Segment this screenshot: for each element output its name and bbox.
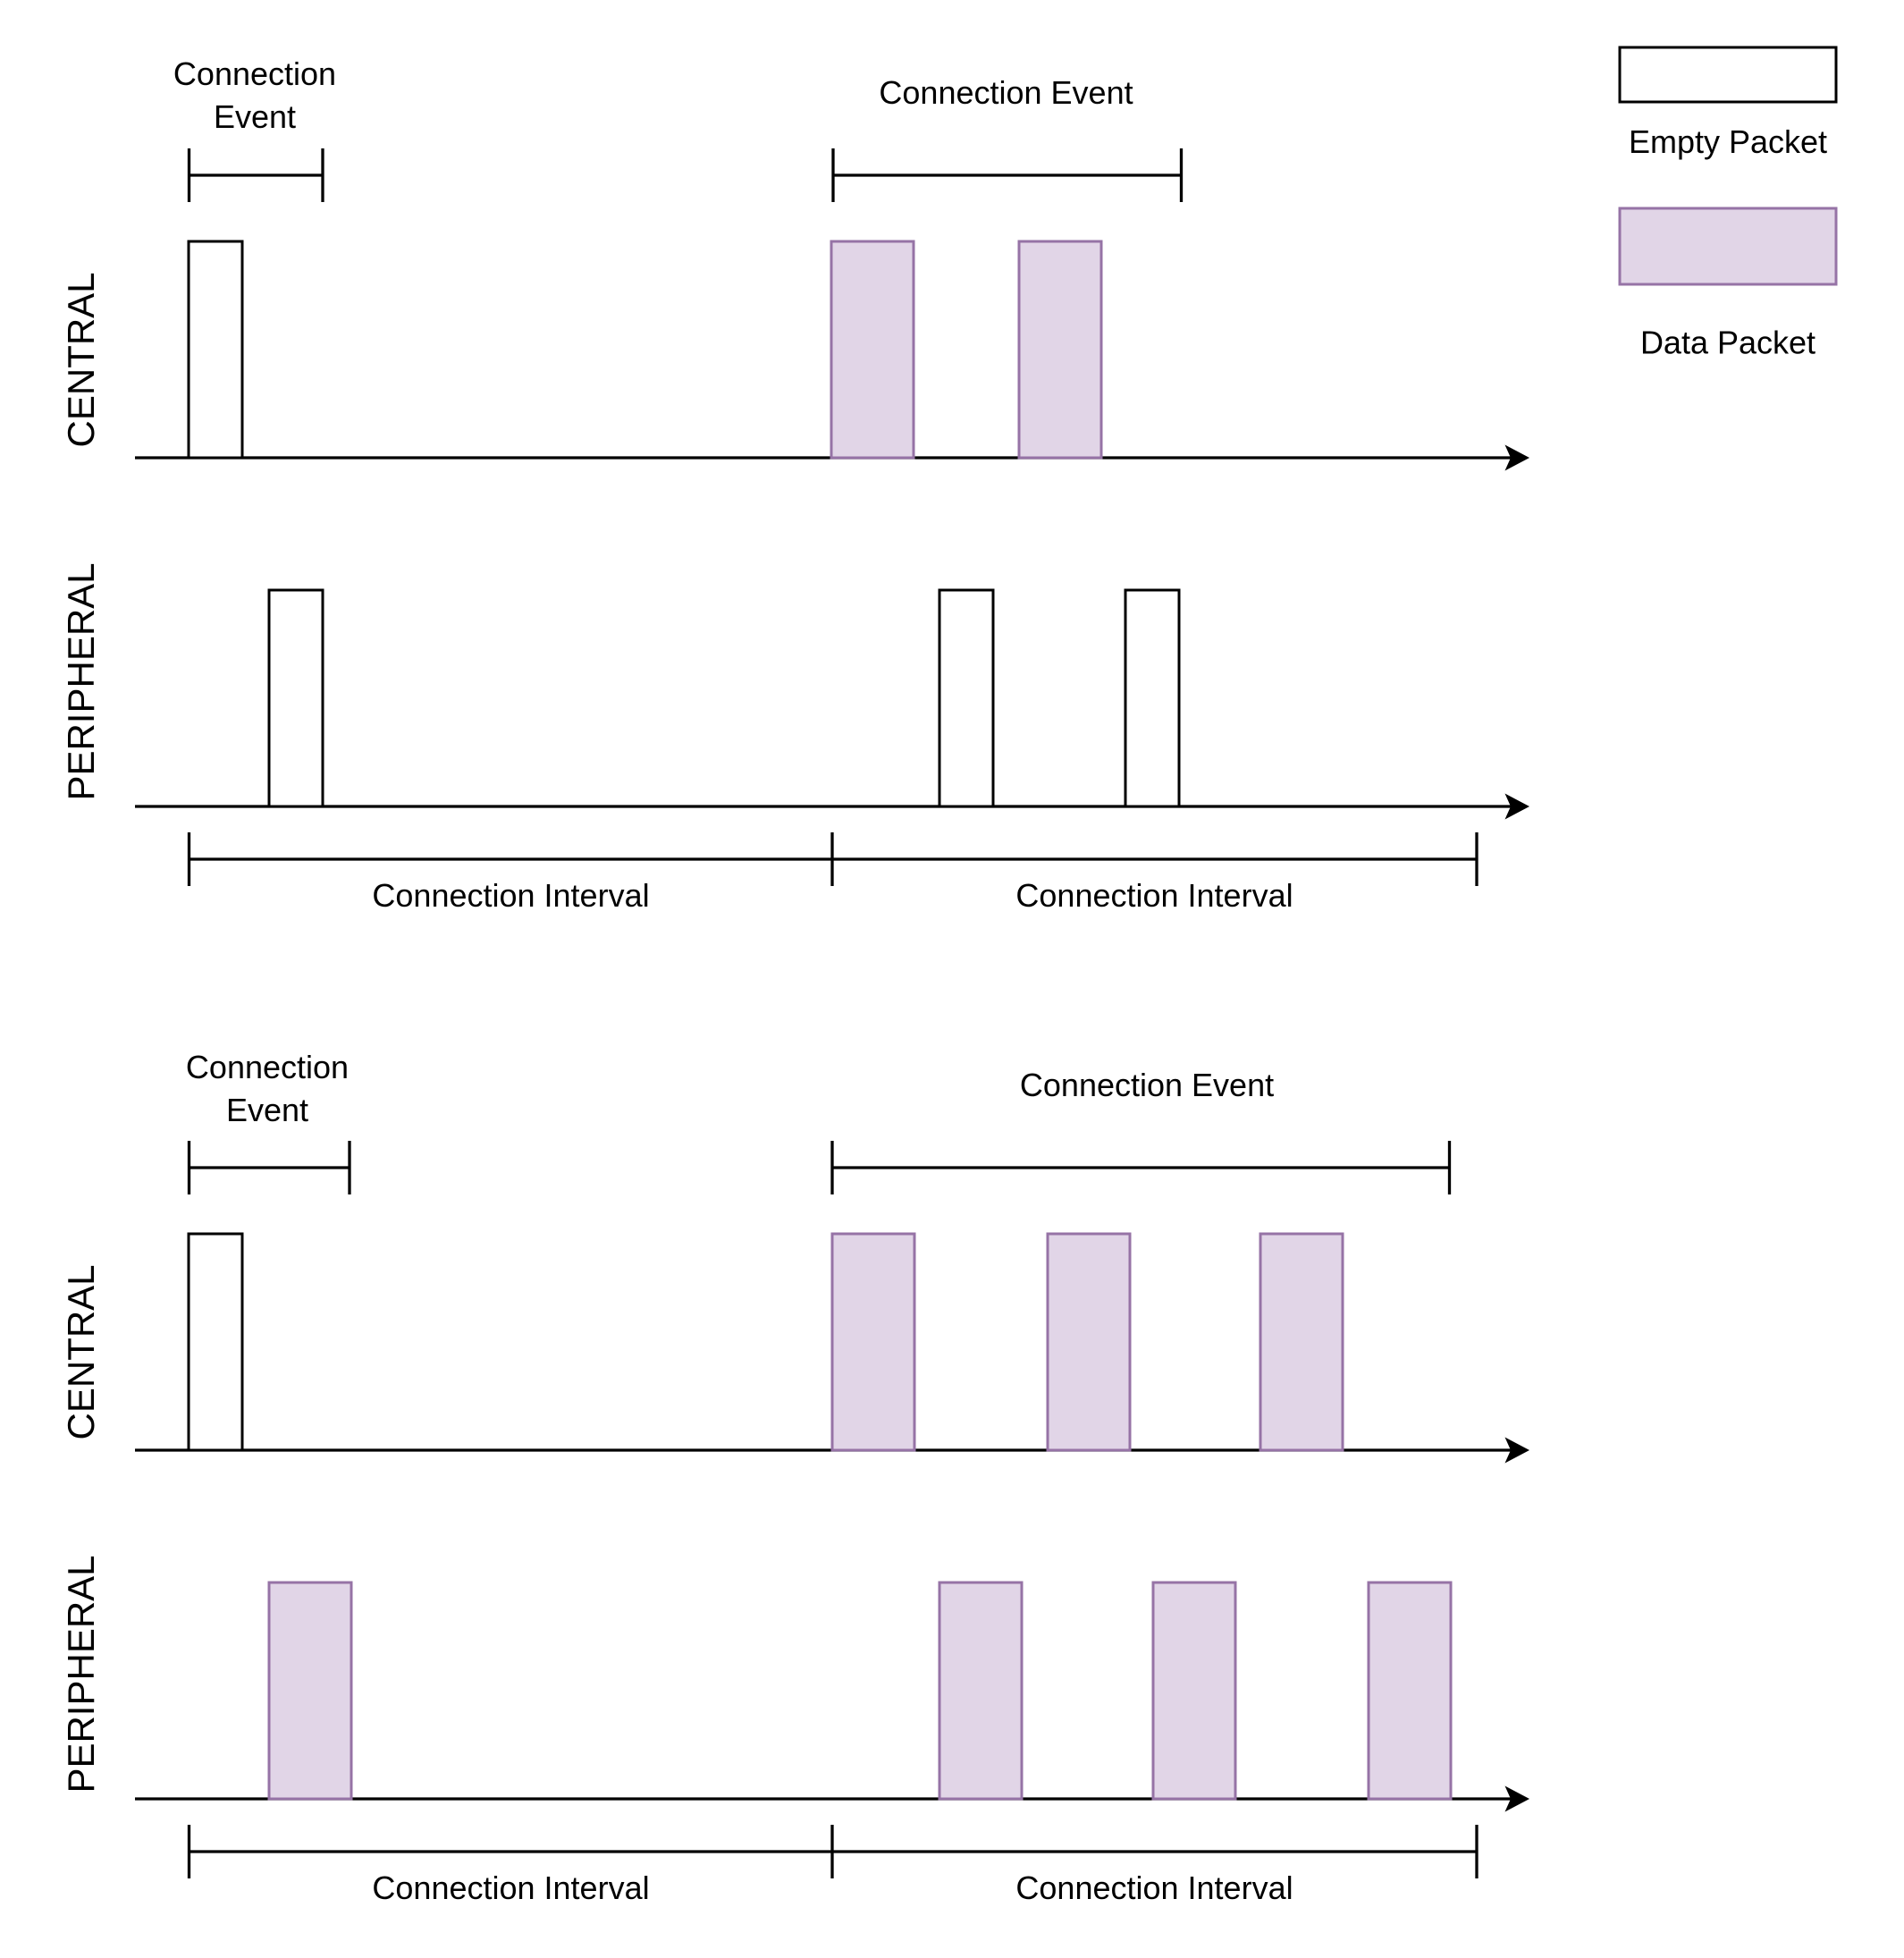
svg-text:PERIPHERAL: PERIPHERAL bbox=[60, 1555, 102, 1793]
svg-text:Connection Interval: Connection Interval bbox=[1015, 877, 1293, 914]
svg-text:Connection Interval: Connection Interval bbox=[372, 877, 649, 914]
svg-text:Connection Interval: Connection Interval bbox=[1015, 1869, 1293, 1906]
svg-text:Connection: Connection bbox=[186, 1049, 349, 1085]
svg-text:Data Packet: Data Packet bbox=[1640, 325, 1816, 361]
svg-text:PERIPHERAL: PERIPHERAL bbox=[60, 562, 102, 800]
svg-text:Event: Event bbox=[226, 1092, 308, 1128]
svg-text:Empty Packet: Empty Packet bbox=[1629, 123, 1827, 160]
svg-text:CENTRAL: CENTRAL bbox=[60, 272, 102, 447]
svg-text:Connection Event: Connection Event bbox=[879, 74, 1133, 111]
svg-text:Connection Interval: Connection Interval bbox=[372, 1869, 649, 1906]
svg-text:Connection Event: Connection Event bbox=[1020, 1067, 1274, 1103]
svg-text:Connection: Connection bbox=[173, 55, 336, 92]
svg-text:CENTRAL: CENTRAL bbox=[60, 1264, 102, 1439]
svg-text:Event: Event bbox=[214, 98, 296, 135]
